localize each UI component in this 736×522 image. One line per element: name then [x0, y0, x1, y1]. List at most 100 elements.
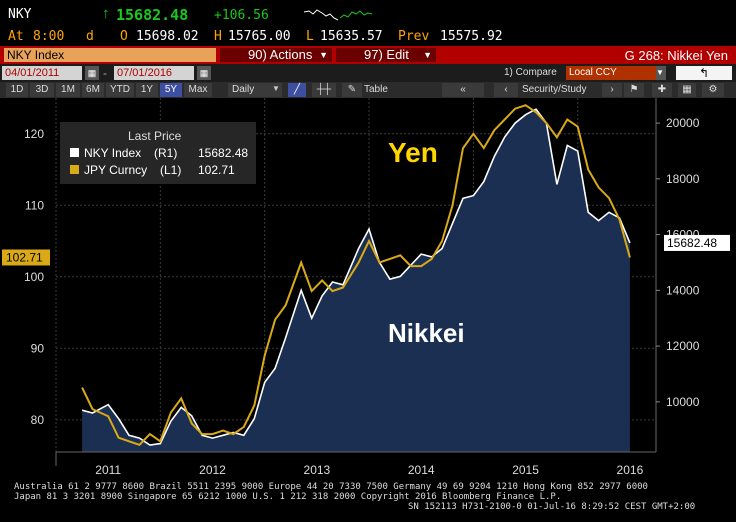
collapse-left-icon[interactable]: « [442, 83, 484, 97]
x-tick-label: 2013 [304, 463, 331, 477]
next-icon[interactable]: › [602, 83, 622, 97]
dropdown-caret-icon: ▼ [319, 50, 328, 60]
x-tick-label: 2016 [617, 463, 644, 477]
zoom-icon[interactable]: ✚ [652, 83, 672, 97]
range-button-5y[interactable]: 5Y [160, 83, 182, 97]
high-value: 15765.00 [228, 29, 291, 44]
range-button-ytd[interactable]: YTD [106, 83, 134, 97]
period-select[interactable]: Daily [228, 83, 282, 97]
footer-line-1: Australia 61 2 9777 8600 Brazil 5511 239… [14, 482, 648, 492]
left-last-price-label: 102.71 [6, 250, 43, 264]
start-date-input[interactable]: 04/01/2011 [2, 66, 82, 80]
yen-line [81, 104, 631, 446]
range-button-max[interactable]: Max [184, 83, 212, 97]
table-button[interactable]: Table [364, 84, 388, 95]
draw-tool-icon[interactable]: ✎ [342, 83, 362, 97]
legend-swatch-jpy [70, 165, 79, 174]
left-tick-label: 90 [31, 341, 45, 355]
day-flag: d [86, 29, 94, 44]
flag-icon[interactable]: ⚑ [624, 83, 644, 97]
nikkei-line [81, 108, 631, 446]
actions-label: 90) Actions [248, 47, 313, 62]
line-chart-icon[interactable]: ╱ [288, 83, 306, 97]
chevron-down-icon: ▼ [272, 84, 280, 93]
sparkline-icon [304, 9, 373, 21]
last-price: 15682.48 [116, 6, 189, 24]
edit-menu[interactable]: 97) Edit ▼ [336, 48, 436, 62]
right-tick-label: 18000 [666, 172, 700, 186]
range-button-1y[interactable]: 1Y [136, 83, 158, 97]
footer-line-3: SN 152113 H731-2100-0 01-Jul-16 8:29:52 … [408, 502, 696, 512]
left-last-price-box [2, 249, 50, 266]
edit-label: 97) Edit [364, 47, 409, 62]
legend: Last Price NKY Index (R1) 15682.48 JPY C… [60, 122, 256, 184]
left-tick-label: 110 [25, 198, 44, 212]
ticker-symbol[interactable]: NKY [8, 7, 32, 22]
price-change: +106.56 [214, 8, 269, 23]
right-last-price-label: 15682.48 [667, 236, 717, 250]
prev-icon[interactable]: ‹ [494, 83, 518, 97]
range-button-3d[interactable]: 3D [30, 83, 54, 97]
candle-chart-icon[interactable]: ┼┼ [312, 83, 336, 97]
legend-axis-jpy: (L1) [160, 163, 181, 177]
security-study-button[interactable]: Security/Study [522, 84, 587, 95]
back-arrow-icon[interactable]: ↰ [676, 66, 732, 80]
legend-value-nky: 15682.48 [198, 146, 248, 160]
up-arrow-icon: ↑ [102, 5, 110, 22]
prev-value: 15575.92 [440, 29, 503, 44]
open-value: 15698.02 [136, 29, 199, 44]
legend-label-nky: NKY Index [84, 146, 141, 160]
legend-label-jpy: JPY Curncy [84, 163, 147, 177]
compare-button[interactable]: 1) Compare [504, 67, 557, 78]
legend-title: Last Price [128, 129, 182, 143]
chevron-down-icon[interactable]: ▼ [656, 66, 666, 80]
security-field[interactable]: NKY Index [4, 48, 216, 62]
calendar-icon[interactable]: ▦ [85, 66, 99, 80]
last-price-labels: 102.71 15682.48 [2, 234, 730, 266]
x-axis: 2011 2012 2013 2014 2015 2016 [55, 452, 644, 477]
at-label: At [8, 29, 24, 44]
left-tick-label: 100 [24, 270, 44, 284]
dropdown-caret-icon: ▼ [423, 50, 432, 60]
legend-value-jpy: 102.71 [198, 163, 235, 177]
prev-label: Prev [398, 29, 430, 44]
nikkei-area [82, 109, 630, 452]
gear-icon[interactable]: ⚙ [702, 83, 724, 97]
end-date-input[interactable]: 07/01/2016 [114, 66, 194, 80]
left-tick-label: 80 [31, 413, 45, 427]
date-range-bar: 04/01/2011 ▦ - 07/01/2016 ▦ 1) Compare L… [0, 64, 736, 82]
right-tick-label: 14000 [666, 283, 700, 297]
footer: Australia 61 2 9777 8600 Brazil 5511 239… [0, 482, 736, 522]
left-axis: 80 90 100 110 120 [24, 127, 44, 427]
currency-select[interactable]: Local CCY [566, 66, 666, 80]
x-tick-label: 2011 [95, 463, 121, 477]
range-bar: 1D 3D 1M 6M YTD 1Y 5Y Max Daily ▼ ╱ ┼┼ ✎ Table … [0, 82, 736, 98]
date-separator: - [103, 66, 107, 80]
range-button-1m[interactable]: 1M [56, 83, 80, 97]
x-tick-label: 2012 [199, 463, 226, 477]
sparkline-white [304, 9, 339, 21]
legend-box [60, 122, 256, 184]
right-tick-label: 12000 [666, 339, 700, 353]
right-tick-label: 10000 [666, 395, 700, 409]
actions-menu[interactable]: 90) Actions ▼ [220, 48, 332, 62]
high-label: H [214, 29, 222, 44]
right-last-price-box [664, 234, 730, 251]
page-title: G 268: Nikkei Yen [624, 48, 728, 63]
sparkline-green [339, 10, 373, 19]
calendar-icon[interactable]: ▦ [197, 66, 211, 80]
quote-details: At 8:00 d O 15698.02 H 15765.00 L 15635.… [0, 28, 736, 46]
command-bar: NKY Index 90) Actions ▼ 97) Edit ▼ G 268… [0, 46, 736, 64]
range-button-1d[interactable]: 1D [6, 83, 28, 97]
footer-line-2: Japan 81 3 3201 8900 Singapore 65 6212 1… [14, 492, 562, 502]
quote-header: NKY ↑ 15682.48 +106.56 [0, 0, 736, 28]
left-tick-label: 120 [24, 127, 44, 141]
low-value: 15635.57 [320, 29, 383, 44]
quote-time: 8:00 [33, 29, 65, 44]
x-tick-label: 2014 [408, 463, 435, 477]
calculator-icon[interactable]: ▦ [678, 83, 696, 97]
yen-annotation: Yen [388, 137, 438, 168]
range-button-6m[interactable]: 6M [82, 83, 104, 97]
